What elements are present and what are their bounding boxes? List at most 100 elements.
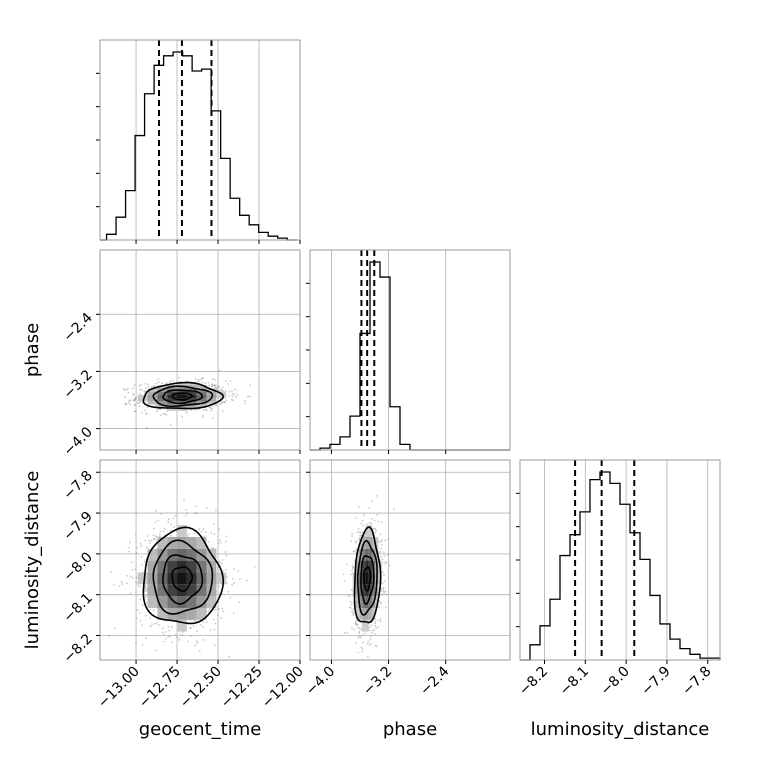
joint-luminosity-distance-vs-geocent-time-point [159,530,162,533]
joint-phase-vs-geocent-time-cell [177,394,187,399]
joint-luminosity-distance-vs-geocent-time-point [162,633,165,636]
joint-luminosity-distance-vs-phase-point [343,580,346,582]
joint-luminosity-distance-vs-phase-cell [362,584,366,597]
joint-luminosity-distance-vs-phase-point [359,636,362,639]
joint-luminosity-distance-vs-geocent-time-point [140,545,142,548]
joint-luminosity-distance-vs-phase-cell [368,525,372,537]
joint-luminosity-distance-vs-phase-cell [365,572,369,585]
joint-phase-vs-geocent-time-cell [157,404,168,408]
joint-phase-vs-geocent-time-point [220,402,223,405]
joint-luminosity-distance-vs-geocent-time-cell [196,584,207,597]
joint-luminosity-distance-vs-phase-cell [359,560,363,573]
hist-phase-frame [309,249,511,451]
joint-luminosity-distance-vs-geocent-time-point [159,535,161,538]
joint-phase-vs-geocent-time-point [210,385,213,388]
joint-luminosity-distance-vs-geocent-time-point [205,621,208,624]
joint-luminosity-distance-vs-geocent-time-point [146,546,149,549]
joint-luminosity-distance-vs-phase-point [358,630,361,633]
joint-luminosity-distance-vs-phase-point [351,565,354,568]
joint-phase-vs-geocent-time-point [135,396,137,399]
joint-phase-vs-geocent-time-point [223,401,225,404]
joint-luminosity-distance-vs-phase-cell [362,548,366,561]
joint-phase-vs-geocent-time-point [123,389,126,392]
joint-phase-vs-geocent-time-point [131,387,134,390]
joint-luminosity-distance-vs-geocent-time-point [189,627,192,630]
joint-luminosity-distance-vs-geocent-time-point [218,528,221,530]
joint-luminosity-distance-vs-geocent-time-point [172,517,175,520]
hist-luminosity-distance: −8.2 −8.1 −8.0 −7.9 −7.8 [516,459,721,699]
joint-luminosity-distance-vs-geocent-time-point [228,655,230,658]
joint-luminosity-distance-vs-phase-point [374,624,377,627]
joint-luminosity-distance-vs-phase-point [383,591,386,594]
joint-luminosity-distance-vs-geocent-time-point [226,581,228,584]
joint-luminosity-distance-vs-geocent-time-point [187,640,190,643]
joint-luminosity-distance-vs-geocent-time-point [217,561,220,564]
joint-phase-vs-geocent-time-point [216,387,219,390]
joint-luminosity-distance-vs-geocent-time-point [140,555,143,558]
joint-luminosity-distance-vs-geocent-time-cell [157,596,168,608]
joint-phase-vs-geocent-time-point [208,384,210,387]
joint-luminosity-distance-vs-geocent-time-point [164,637,167,640]
joint-phase-vs-geocent-time-point [144,409,147,412]
joint-luminosity-distance-vs-geocent-time-cell [206,572,217,585]
joint-phase-vs-geocent-time-cell [206,398,217,402]
joint-phase-vs-geocent-time-point [169,424,172,427]
joint-luminosity-distance-vs-geocent-time-point [126,574,129,577]
joint-phase-vs-geocent-time-point [247,395,249,398]
joint-phase-vs-geocent-time-point [203,408,205,411]
joint-phase-vs-geocent-time-contour-1 [162,389,204,405]
joint-luminosity-distance-vs-phase-point [354,622,357,625]
joint-luminosity-distance-vs-geocent-time-cell [186,607,197,620]
joint-luminosity-distance-vs-geocent-time-point [207,610,210,613]
joint-phase-vs-geocent-time-point [133,410,136,413]
joint-luminosity-distance-vs-geocent-time-point [231,583,234,586]
joint-luminosity-distance-vs-geocent-time-point [138,612,141,614]
joint-luminosity-distance-vs-geocent-time-point [246,579,248,582]
joint-luminosity-distance-vs-phase-point [357,528,360,530]
joint-luminosity-distance-vs-phase-point [360,522,363,525]
joint-luminosity-distance-vs-geocent-time-point [134,568,137,571]
joint-luminosity-distance-vs-phase-point [357,636,360,639]
joint-luminosity-distance-vs-phase-cell [375,548,379,561]
joint-phase-vs-geocent-time-point [214,386,217,389]
joint-luminosity-distance-vs-geocent-time-point [154,521,157,523]
joint-phase-vs-geocent-time-cell [216,394,227,399]
joint-luminosity-distance-vs-geocent-time-point [194,644,197,647]
joint-luminosity-distance-vs-geocent-time-point [125,582,128,585]
joint-phase-vs-geocent-time-point [155,404,158,407]
joint-luminosity-distance-vs-phase-point [381,593,383,596]
joint-phase-vs-geocent-time-cell [137,398,148,402]
hist-luminosity-distance-step [520,471,721,661]
joint-luminosity-distance-vs-geocent-time-ytick-label-2: −8.0 [60,549,95,584]
joint-luminosity-distance-vs-geocent-time-cell [177,596,187,608]
joint-luminosity-distance-vs-phase-point [361,520,364,522]
joint-phase-vs-geocent-time-point [214,404,217,406]
joint-luminosity-distance-vs-geocent-time-point [209,607,211,610]
joint-luminosity-distance-vs-phase-point [388,564,391,567]
joint-phase-vs-geocent-time-point [138,385,141,387]
joint-luminosity-distance-vs-geocent-time-point [213,628,216,631]
xlabel-geocent-time: geocent_time [139,719,262,740]
joint-luminosity-distance-vs-geocent-time-cell [216,572,227,585]
joint-luminosity-distance-vs-phase-point [373,519,376,522]
joint-luminosity-distance-vs-phase-point [373,628,376,631]
joint-luminosity-distance-vs-geocent-time-point [154,622,156,625]
joint-phase-vs-geocent-time-point [217,385,220,388]
joint-luminosity-distance-vs-geocent-time-point [184,514,187,517]
joint-phase-vs-geocent-time-point [230,398,233,401]
joint-luminosity-distance-vs-phase-point [370,624,373,627]
joint-phase-vs-geocent-time-point [231,390,233,392]
joint-luminosity-distance-vs-phase-cell [368,607,372,620]
joint-phase-vs-geocent-time-cell [196,404,207,408]
joint-phase-vs-geocent-time-point [197,379,200,381]
joint-phase-vs-geocent-time-point [231,395,234,397]
joint-luminosity-distance-vs-phase-point [374,527,376,530]
joint-luminosity-distance-vs-geocent-time-point [186,534,189,537]
joint-phase-vs-geocent-time-cell [186,388,197,392]
joint-luminosity-distance-vs-geocent-time-point [149,608,152,611]
joint-phase-vs-geocent-time-point [139,384,142,386]
joint-luminosity-distance-vs-phase-cell [368,596,372,608]
joint-luminosity-distance-vs-geocent-time-point [213,523,216,526]
hist-luminosity-distance-xtick-label-0: −8.2 [516,664,551,699]
joint-luminosity-distance-vs-phase-cell [362,560,366,573]
